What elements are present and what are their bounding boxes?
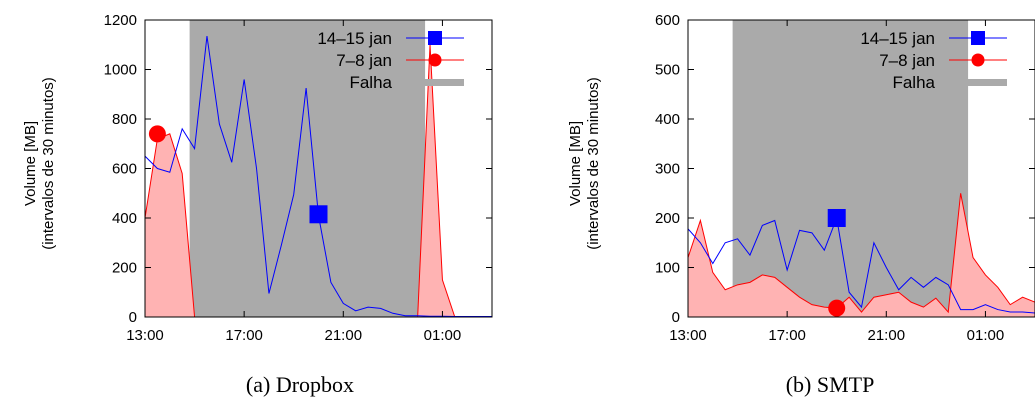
y-tick-label: 200 <box>655 210 680 227</box>
y-tick-label: 600 <box>655 12 680 29</box>
series-area-7-8-jan <box>145 44 492 317</box>
x-tick-label: 01:00 <box>424 327 462 344</box>
panel-caption: (a) Dropbox <box>246 372 354 397</box>
x-tick-label: 21:00 <box>868 327 906 344</box>
y-tick-label: 0 <box>672 309 680 326</box>
marker-14-15-jan <box>827 209 846 227</box>
y-tick-label: 500 <box>655 62 680 79</box>
x-tick-label: 13:00 <box>126 327 164 344</box>
x-tick-label: 21:00 <box>325 327 363 344</box>
y-tick-label: 300 <box>655 161 680 178</box>
chart-panel-1: 0 200 400 600 800 1000 1200 13:00 17:00 21:00 01:0… <box>22 12 493 397</box>
legend-marker-circle <box>971 53 985 67</box>
y-axis-label: Volume [MB] <box>22 121 39 206</box>
y-tick-label: 200 <box>112 260 137 277</box>
series-line-7-8-jan <box>688 193 1035 314</box>
marker-7-8-jan <box>148 125 166 143</box>
legend-label: 14–15 jan <box>860 29 935 48</box>
panel-caption: (b) SMTP <box>786 372 875 397</box>
y-tick-label: 400 <box>112 210 137 227</box>
series-line-7-8-jan <box>145 44 492 317</box>
y-tick-label: 1000 <box>104 62 137 79</box>
y-axis-label: (intervalos de 30 minutos) <box>40 77 57 250</box>
y-axis-label: (intervalos de 30 minutos) <box>585 77 602 250</box>
legend-swatch-falha <box>949 79 1007 86</box>
failure-region <box>189 20 426 317</box>
y-tick-label: 800 <box>112 111 137 128</box>
legend-marker-square <box>428 31 442 45</box>
legend-marker-circle <box>428 53 442 67</box>
legend-label: Falha <box>349 73 392 92</box>
y-tick-label: 1200 <box>104 12 137 29</box>
x-tick-label: 13:00 <box>669 327 707 344</box>
y-axis-label: Volume [MB] <box>567 121 584 206</box>
marker-7-8-jan <box>828 299 846 317</box>
y-tick-label: 400 <box>655 111 680 128</box>
y-tick-label: 600 <box>112 161 137 178</box>
y-tick-label: 100 <box>655 260 680 277</box>
legend-label: 7–8 jan <box>336 51 392 70</box>
chart-panel-2: 0 100 200 300 400 500 600 13:00 17:00 21:00 01:00 V… <box>567 12 1035 397</box>
y-tick-label: 0 <box>129 309 137 326</box>
marker-14-15-jan <box>309 205 328 224</box>
legend-label: Falha <box>892 73 935 92</box>
x-tick-label: 17:00 <box>225 327 263 344</box>
series-area-7-8-jan <box>688 193 1035 317</box>
plot-area <box>145 20 492 317</box>
legend-label: 14–15 jan <box>317 29 392 48</box>
legend-marker-square <box>971 31 985 45</box>
failure-region <box>732 20 969 317</box>
legend-swatch-falha <box>406 79 464 86</box>
legend-label: 7–8 jan <box>879 51 935 70</box>
x-tick-label: 01:00 <box>967 327 1005 344</box>
x-tick-label: 17:00 <box>768 327 806 344</box>
series-line-14-15-jan <box>688 216 1035 314</box>
plot-area <box>688 20 1035 317</box>
